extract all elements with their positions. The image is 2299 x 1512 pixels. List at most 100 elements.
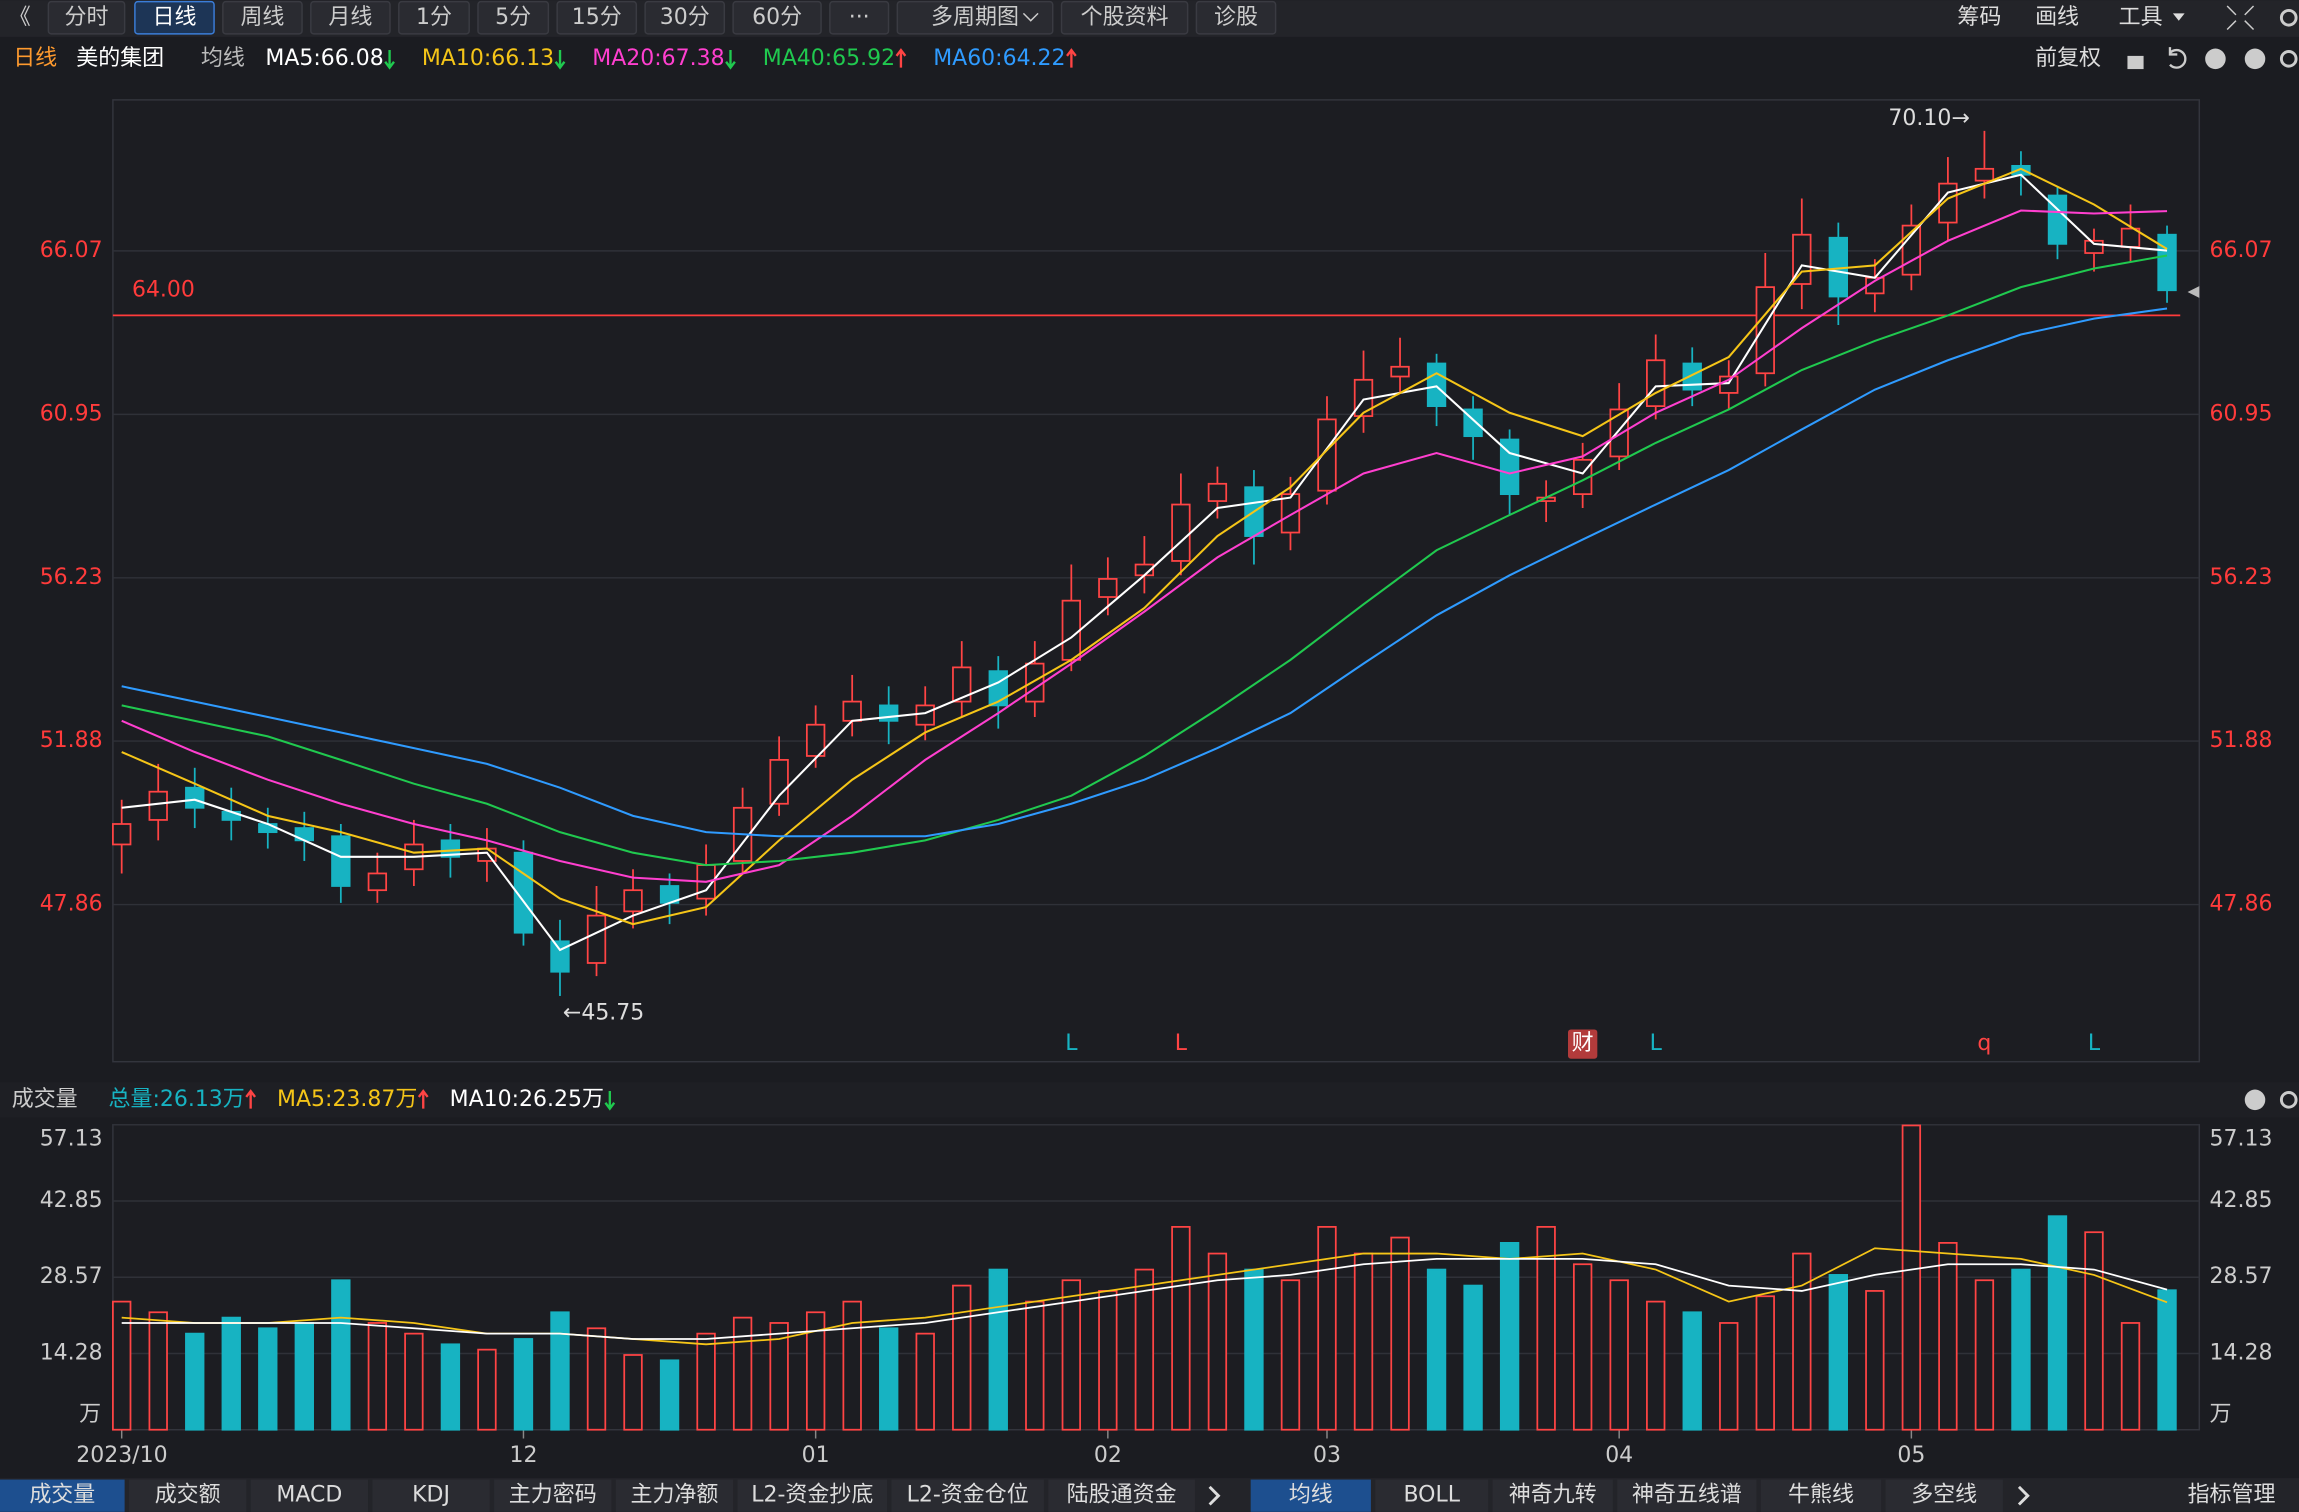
indicator-tab[interactable] [615,1479,734,1512]
x-tick-label: 01 [802,1443,830,1468]
settings-icon[interactable] [2279,1091,2298,1109]
period-tab[interactable] [1195,0,1277,35]
signal-marker[interactable]: L [1650,1031,1663,1056]
indicator-tab-label[interactable]: 成交量 [29,1483,95,1508]
candle-body [1098,578,1118,598]
signal-marker[interactable]: L [1065,1031,1078,1056]
overlay-tab[interactable] [1250,1479,1371,1512]
period-tab-label[interactable]: 周线 [240,5,284,30]
period-tab[interactable] [556,0,638,35]
period-tab[interactable] [310,0,391,35]
period-tab-label[interactable]: 诊股 [1214,5,1258,30]
indicator-tab-label[interactable]: 主力密码 [509,1483,597,1508]
indicator-tab[interactable] [737,1479,888,1512]
period-tab-label[interactable]: 1分 [416,5,452,30]
period-tab-label[interactable]: 60分 [752,5,802,30]
period-tab-label[interactable]: ··· [849,5,870,30]
manage-button[interactable]: 指标管理 [2188,1483,2276,1508]
period-tab-label[interactable]: 个股资料 [1081,5,1169,30]
settings-icon[interactable] [2279,50,2298,68]
period-tab-label[interactable]: 5分 [495,5,531,30]
indicator-tab[interactable] [372,1479,490,1512]
scroll-arrow[interactable] [1208,1485,1221,1506]
zoom-in-icon[interactable] [2205,48,2226,70]
overlay-tab-label[interactable]: 牛熊线 [1788,1483,1854,1508]
undo-icon[interactable] [2168,47,2187,69]
settings-icon[interactable] [2279,8,2298,27]
period-tab[interactable] [222,0,303,35]
fullscreen-icon[interactable] [2226,5,2255,31]
period-tab-label[interactable]: 日线 [152,5,196,30]
period-tab[interactable] [477,0,550,35]
period-tab[interactable] [398,0,470,35]
indicator-tab-label[interactable]: 主力净额 [630,1483,718,1508]
back-button[interactable]: 《 [9,5,31,30]
zoom-out-icon[interactable] [2244,48,2266,70]
indicator-tab[interactable] [494,1479,612,1512]
volume-bar [440,1343,461,1431]
signal-badge [1567,1029,1598,1059]
period-tab[interactable] [644,0,726,35]
overlay-tab-label[interactable]: 均线 [1289,1483,1333,1508]
lock-icon[interactable] [2127,55,2144,70]
period-tab-label[interactable]: 分时 [65,5,109,30]
indicator-tab-label[interactable]: L2-资金抄底 [751,1483,873,1508]
indicator-tab[interactable] [129,1479,247,1512]
period-tab[interactable] [47,0,126,35]
period-tab-label[interactable]: 30分 [660,5,710,30]
period-tab-label[interactable]: 15分 [572,5,622,30]
extreme-label: ←45.75 [563,1001,644,1026]
candle-body [258,823,278,834]
indicator-kind: 均线 [201,46,245,71]
close-icon[interactable] [2244,1089,2266,1111]
volume-bar [1792,1252,1812,1431]
overlay-tab-label[interactable]: BOLL [1403,1483,1460,1508]
period-tab[interactable] [829,0,890,35]
period-tab[interactable] [134,0,215,35]
overlay-tab[interactable] [1617,1479,1757,1512]
signal-marker[interactable]: 财 [1572,1031,1594,1056]
toolbar-right[interactable]: 画线 [2035,5,2079,30]
adjust-label[interactable]: 前复权 [2035,46,2101,71]
overlay-tab-label[interactable]: 多空线 [1911,1483,1977,1508]
indicator-tab[interactable] [891,1479,1044,1512]
y-tick-label-right: 56.23 [2210,565,2273,590]
indicator-tab-label[interactable]: MACD [276,1483,342,1508]
y-tick-label-right: 66.07 [2210,238,2273,263]
indicator-tab-label[interactable]: 成交额 [155,1483,221,1508]
period-tab[interactable] [732,0,822,35]
indicator-tab[interactable] [1048,1479,1195,1512]
signal-marker[interactable]: L [1175,1031,1188,1056]
arrow-up [895,48,907,68]
period-tab-label[interactable]: 月线 [328,5,372,30]
arrow-down [725,50,736,70]
volume-bar [112,1300,132,1431]
signal-marker[interactable]: L [2088,1031,2101,1056]
indicator-tab[interactable] [0,1479,125,1512]
scroll-arrow[interactable] [2017,1485,2030,1506]
period-tab-label[interactable]: 多周期图 [931,5,1019,30]
volume-bar [404,1332,424,1431]
overlay-tab[interactable] [1492,1479,1613,1512]
period-tab[interactable] [1060,0,1189,35]
overlay-tab[interactable] [1885,1479,2003,1512]
overlay-tab[interactable] [1375,1479,1489,1512]
overlay-tab-label[interactable]: 神奇九转 [1509,1483,1597,1508]
volume-bar [258,1327,278,1431]
indicator-tab-label[interactable]: L2-资金仓位 [907,1483,1029,1508]
indicator-tab-label[interactable]: 陆股通资金 [1067,1483,1177,1508]
candle-body [477,847,497,862]
toolbar-right[interactable]: 工具 [2119,5,2163,30]
indicator-tab[interactable] [250,1479,369,1512]
overlay-tab[interactable] [1760,1479,1882,1512]
price-pointer [2187,286,2200,298]
x-tick-label: 02 [1094,1443,1122,1468]
period-tab[interactable] [896,0,1054,35]
overlay-tab-label[interactable]: 神奇五线谱 [1632,1483,1742,1508]
candle-body [915,704,935,726]
arrow-up [1066,48,1077,68]
indicator-tab-label[interactable]: KDJ [412,1483,450,1508]
toolbar-right[interactable]: 筹码 [1957,5,2001,30]
signal-marker[interactable]: q [1977,1031,1991,1056]
volume-bar [1865,1290,1885,1431]
